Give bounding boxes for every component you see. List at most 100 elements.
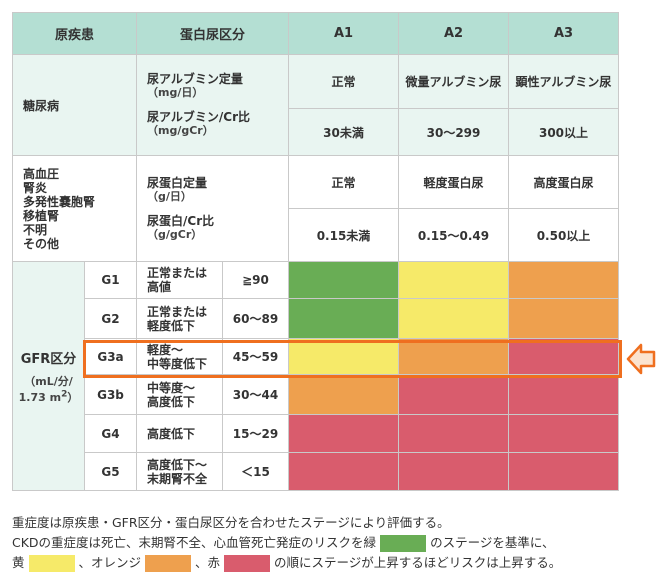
- disease-item: 不明: [23, 222, 48, 237]
- gfr-desc-1: 高度低下: [147, 426, 196, 441]
- gfr-unit-close: ）: [67, 390, 79, 404]
- swatch-green: [380, 535, 427, 552]
- notes-block: 重症度は原疾患・GFR区分・蛋白尿区分を合わせたステージにより評価する。 CKD…: [12, 513, 561, 573]
- header-a2: A2: [398, 12, 509, 55]
- other-unit-2: （g/gCr）: [147, 227, 203, 241]
- note-text: 、赤: [195, 555, 221, 570]
- other-val-a1: 0.15未満: [288, 208, 399, 262]
- gfr-row-g1: GFR区分 （mL/分/ 1.73 m2） G1 正常または 高値 ≧90: [12, 261, 619, 491]
- gfr-desc-2: 高度低下: [147, 394, 196, 409]
- other-unit-1: （g/日）: [147, 189, 192, 203]
- gfr-stage: G4: [84, 414, 137, 453]
- note-text: 黄: [12, 555, 25, 570]
- gfr-range: 15〜29: [222, 414, 289, 453]
- risk-cell-red: [398, 452, 509, 491]
- header-a1: A1: [288, 12, 399, 55]
- risk-cell-orange: [288, 374, 399, 415]
- gfr-desc-1: 中等度〜: [147, 380, 196, 395]
- gfr-unit-sup: 2: [61, 388, 68, 399]
- disease-item: 高血圧: [23, 166, 60, 181]
- disease-item: 多発性嚢胞腎: [23, 194, 96, 209]
- risk-cell-red: [398, 374, 509, 415]
- header-disease: 原疾患: [12, 12, 137, 55]
- risk-cell-yellow: [288, 338, 399, 375]
- gfr-desc: 高度低下〜 末期腎不全: [136, 452, 223, 491]
- risk-cell-orange: [398, 338, 509, 375]
- gfr-desc-2: 末期腎不全: [147, 471, 208, 486]
- gfr-desc: 正常または 軽度低下: [136, 298, 223, 339]
- header-proteinuria: 蛋白尿区分: [136, 12, 289, 55]
- note-text: CKDの重症度は死亡、末期腎不全、心血管死亡発症のリスクを緑: [12, 535, 377, 550]
- gfr-desc-1: 正常または: [147, 266, 208, 280]
- swatch-red: [224, 555, 271, 572]
- risk-cell-red: [288, 414, 399, 453]
- gfr-stage: G5: [84, 452, 137, 491]
- gfr-range: 60〜89: [222, 298, 289, 339]
- diabetes-unit-2: （mg/gCr）: [147, 124, 214, 137]
- note-line-3: 黄 、オレンジ 、赤 の順にステージが上昇するほどリスクは上昇する。: [12, 553, 561, 573]
- diabetes-measure-1: 尿アルブミン定量: [147, 72, 243, 86]
- diabetes-val-a2: 30〜299: [398, 108, 509, 156]
- gfr-row-g3b: G3b 中等度〜 高度低下 30〜44: [13, 374, 619, 415]
- risk-cell-yellow: [398, 261, 509, 299]
- other-cat-a2: 軽度蛋白尿: [398, 155, 509, 209]
- gfr-stage: G2: [84, 298, 137, 339]
- disease-item: その他: [23, 236, 60, 251]
- gfr-desc: 高度低下: [136, 414, 223, 453]
- header-a3: A3: [508, 12, 619, 55]
- diabetes-cat-a3: 顕性アルブミン尿: [508, 54, 619, 109]
- risk-cell-red: [508, 374, 619, 415]
- risk-cell-red: [288, 452, 399, 491]
- gfr-desc: 正常または 高値: [136, 261, 223, 299]
- diabetes-val-a3: 300以上: [508, 108, 619, 156]
- note-text: 、オレンジ: [78, 555, 142, 570]
- gfr-unit-line2: 1.73 m2）: [14, 388, 84, 405]
- diabetes-cat-a2: 微量アルブミン尿: [398, 54, 509, 109]
- gfr-desc-1: 高度低下〜: [147, 457, 208, 472]
- note-text: の順にステージが上昇するほどリスクは上昇する。: [274, 555, 562, 570]
- disease-item: 腎炎: [23, 180, 48, 195]
- gfr-stage: G1: [84, 261, 137, 299]
- gfr-desc-2: 軽度低下: [147, 318, 196, 333]
- g3a-highlight-frame: [83, 340, 622, 378]
- disease-item: 移植腎: [23, 208, 60, 223]
- disease-diabetes: 糖尿病: [12, 54, 137, 156]
- gfr-desc-2: 中等度低下: [147, 356, 208, 371]
- note-line-1: 重症度は原疾患・GFR区分・蛋白尿区分を合わせたステージにより評価する。: [12, 515, 450, 530]
- gfr-desc-1: 軽度〜: [147, 342, 184, 357]
- other-cat-a1: 正常: [288, 155, 399, 209]
- risk-cell-orange: [508, 298, 619, 339]
- diabetes-val-a1: 30未満: [288, 108, 399, 156]
- gfr-stage: G3b: [84, 374, 137, 415]
- gfr-range: ＜15: [222, 452, 289, 491]
- gfr-label-cell: GFR区分 （mL/分/ 1.73 m2）: [12, 261, 85, 491]
- gfr-desc-1: 正常または: [147, 304, 208, 319]
- risk-cell-yellow: [398, 298, 509, 339]
- ckd-severity-table: 原疾患 蛋白尿区分 A1 A2 A3 糖尿病 尿アルブミン定量 （mg/日） 尿…: [12, 12, 619, 491]
- risk-cell-red: [508, 452, 619, 491]
- diabetes-row-2: 30未満 30〜299 300以上: [13, 108, 619, 156]
- gfr-desc-2: 高値: [147, 280, 172, 294]
- diabetes-measure-2: 尿アルブミン/Cr比: [147, 110, 250, 124]
- disease-other-list: 高血圧 腎炎 多発性嚢胞腎 移植腎 不明 その他: [12, 155, 137, 262]
- risk-cell-red: [398, 414, 509, 453]
- gfr-unit-base: 1.73 m: [18, 390, 62, 404]
- other-measure-2: 尿蛋白/Cr比: [147, 213, 215, 228]
- gfr-row-g5: G5 高度低下〜 末期腎不全 ＜15: [13, 452, 619, 491]
- diabetes-unit-1: （mg/日）: [147, 86, 204, 99]
- gfr-desc: 軽度〜 中等度低下: [136, 338, 223, 375]
- gfr-desc: 中等度〜 高度低下: [136, 374, 223, 415]
- swatch-yellow: [28, 555, 75, 572]
- diabetes-row-1: 糖尿病 尿アルブミン定量 （mg/日） 尿アルブミン/Cr比 （mg/gCr） …: [12, 54, 619, 156]
- header-row: 原疾患 蛋白尿区分 A1 A2 A3: [12, 12, 619, 55]
- gfr-label: GFR区分: [20, 351, 77, 367]
- arrow-left-icon: [626, 343, 656, 375]
- note-line-2: CKDの重症度は死亡、末期腎不全、心血管死亡発症のリスクを緑 のステージを基準に、: [12, 533, 561, 553]
- risk-cell-orange: [508, 261, 619, 299]
- diabetes-measures: 尿アルブミン定量 （mg/日） 尿アルブミン/Cr比 （mg/gCr）: [136, 54, 289, 156]
- other-val-a3: 0.50以上: [508, 208, 619, 262]
- diabetes-cat-a1: 正常: [288, 54, 399, 109]
- gfr-range: 30〜44: [222, 374, 289, 415]
- gfr-row-g4: G4 高度低下 15〜29: [13, 414, 619, 453]
- other-cat-a3: 高度蛋白尿: [508, 155, 619, 209]
